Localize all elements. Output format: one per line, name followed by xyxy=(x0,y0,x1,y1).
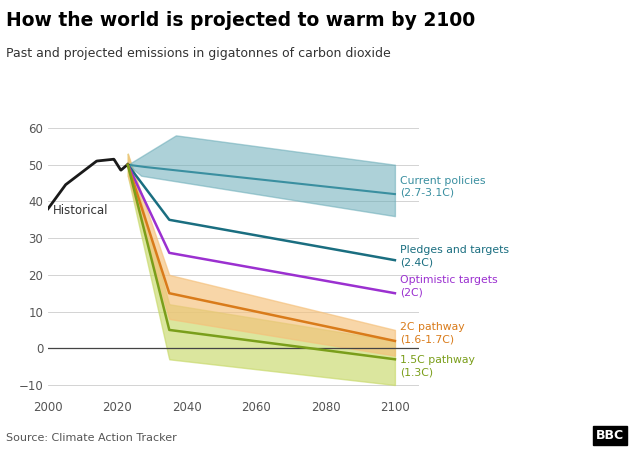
Text: Historical: Historical xyxy=(53,204,109,217)
Text: Past and projected emissions in gigatonnes of carbon dioxide: Past and projected emissions in gigatonn… xyxy=(6,47,391,60)
Text: Source: Climate Action Tracker: Source: Climate Action Tracker xyxy=(6,433,177,443)
Text: 1.5C pathway
(1.3C): 1.5C pathway (1.3C) xyxy=(400,356,475,378)
Text: 2C pathway
(1.6-1.7C): 2C pathway (1.6-1.7C) xyxy=(400,322,465,345)
Text: Pledges and targets
(2.4C): Pledges and targets (2.4C) xyxy=(400,245,509,268)
Text: Optimistic targets
(2C): Optimistic targets (2C) xyxy=(400,274,498,297)
Text: Current policies
(2.7-3.1C): Current policies (2.7-3.1C) xyxy=(400,176,486,198)
Text: BBC: BBC xyxy=(596,429,624,442)
Text: How the world is projected to warm by 2100: How the world is projected to warm by 21… xyxy=(6,11,476,30)
